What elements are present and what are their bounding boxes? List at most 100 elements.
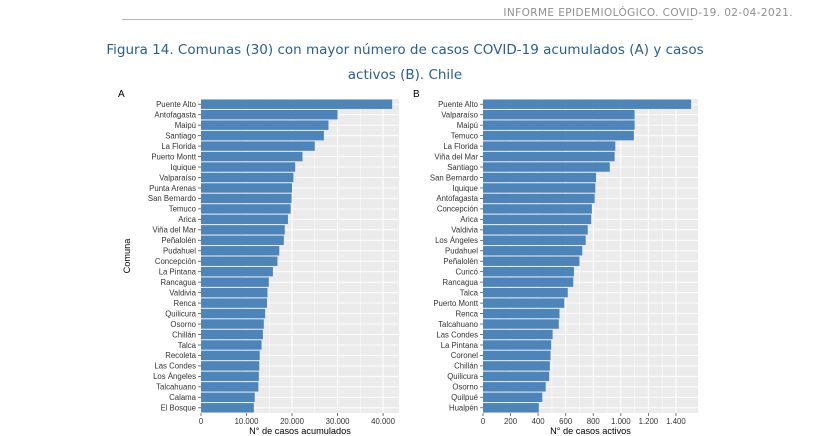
y-tick-label: Calama	[169, 393, 197, 402]
bar-peñalolén	[201, 235, 284, 246]
bar-temuco	[483, 130, 634, 141]
x-tick-label: 1.000	[611, 417, 631, 426]
bar-antofagasta	[483, 193, 595, 204]
y-tick-label: Iquique	[452, 184, 478, 193]
bar-valparaíso	[483, 109, 635, 120]
y-tick-label: Iquique	[170, 163, 196, 172]
x-tick-label: 1.400	[666, 417, 686, 426]
y-tick-label: Arica	[178, 215, 196, 224]
y-tick-label: Valparaíso	[159, 173, 196, 182]
x-tick-label: 200	[504, 417, 518, 426]
y-axis-title: Comuna	[122, 238, 132, 274]
y-tick-label: La Pintana	[441, 341, 479, 350]
y-tick-label: Pudahuel	[445, 247, 478, 256]
header-rule	[122, 19, 693, 20]
bar-hualpén	[483, 403, 539, 413]
figure-caption-line2: activos (B). Chile	[347, 67, 463, 83]
bar-valdivia	[483, 225, 588, 235]
y-tick-label: Talcahuano	[156, 383, 197, 392]
bar-valparaíso	[201, 172, 294, 183]
x-axis-title: N° de casos acumulados	[249, 426, 351, 436]
y-tick-label: San Bernardo	[430, 173, 479, 182]
x-tick-label: 30.000	[326, 417, 351, 426]
bar-recoleta	[201, 350, 260, 361]
bar-punta-arenas	[201, 183, 293, 193]
y-tick-label: Quilpué	[451, 393, 478, 402]
bar-iquique	[201, 162, 296, 172]
y-tick-label: Osorno	[170, 320, 196, 329]
y-tick-label: Renca	[455, 309, 478, 318]
bar-viña-del-mar	[201, 225, 285, 235]
bar-osorno	[483, 382, 546, 392]
bar-antofagasta	[201, 109, 338, 120]
bar-las-condes	[201, 361, 260, 371]
y-tick-label: Concepción	[437, 205, 478, 214]
panel-a: 0 10.000 20.000 30.000 40.000 Puente Alto Anto…	[118, 89, 399, 436]
bar-temuco	[201, 204, 291, 214]
x-tick-label: 0	[199, 417, 204, 426]
bar-pudahuel	[483, 246, 583, 256]
y-tick-label: El Bosque	[160, 404, 196, 413]
x-tick-label: 20.000	[280, 417, 305, 426]
y-tick-label: Talca	[178, 341, 197, 350]
y-tick-label: Pudahuel	[163, 247, 196, 256]
y-tick-label: Valdivia	[169, 288, 196, 297]
y-tick-label: Santiago	[447, 163, 478, 172]
y-tick-label: Antofagasta	[154, 111, 196, 120]
bar-puerto-montt	[483, 298, 565, 308]
x-tick-label: 800	[587, 417, 601, 426]
y-tick-label: Puerto Montt	[151, 152, 196, 161]
y-tick-label: Viña del Mar	[434, 152, 478, 161]
bar-chillán	[201, 329, 263, 340]
y-tick-label: Valdivia	[451, 226, 478, 235]
y-tick-label: Puerto Montt	[433, 299, 478, 308]
y-tick-label: Arica	[460, 215, 478, 224]
y-tick-label: Quilicura	[165, 309, 196, 318]
y-tick-label: Santiago	[165, 131, 196, 140]
y-tick-label: Punta Arenas	[149, 184, 196, 193]
y-tick-label: Temuco	[451, 131, 479, 140]
y-tick-label: Osorno	[452, 383, 478, 392]
y-tick-label: Chillán	[172, 330, 196, 339]
report-header: INFORME EPIDEMIOLÓGICO. COVID-19. 02-04-…	[503, 7, 793, 19]
bar-los-ángeles	[201, 371, 259, 382]
figure-caption-line1: Figura 14. Comunas (30) con mayor número…	[106, 42, 704, 58]
bar-rancagua	[201, 277, 269, 287]
bar-arica	[483, 214, 592, 225]
bar-la-florida	[201, 141, 315, 151]
y-tick-label: Concepción	[155, 257, 196, 266]
bar-concepción	[201, 256, 278, 266]
bar-quilpué	[483, 392, 543, 403]
panel-letter: A	[118, 89, 125, 100]
y-tick-label: Puente Alto	[156, 100, 197, 109]
y-tick-label: Las Condes	[154, 362, 196, 371]
panel-letter: B	[413, 89, 420, 100]
y-tick-label: Antofagasta	[436, 194, 478, 203]
bar-osorno	[201, 319, 264, 329]
x-tick-label: 10.000	[235, 417, 260, 426]
bar-el-bosque	[201, 403, 254, 413]
bar-talca	[483, 287, 568, 298]
bar-puente-alto	[483, 99, 692, 109]
bar-curicó	[483, 266, 574, 277]
bar-renca	[201, 298, 267, 308]
bar-talcahuano	[201, 382, 259, 392]
bar-concepción	[483, 204, 592, 214]
y-tick-label: Quilicura	[447, 372, 478, 381]
x-tick-label: 1.200	[639, 417, 659, 426]
y-tick-label: Valparaíso	[441, 111, 478, 120]
y-tick-label: Peñalolén	[443, 257, 478, 266]
bar-la-pintana	[483, 340, 552, 350]
panel-background	[201, 99, 399, 413]
bar-peñalolén	[483, 256, 580, 266]
bar-santiago	[483, 162, 610, 172]
bar-san-bernardo	[483, 172, 597, 183]
bar-maipú	[483, 120, 635, 130]
bar-quilicura	[201, 308, 266, 319]
y-tick-label: San Bernardo	[148, 194, 197, 203]
y-tick-label: Los Ángeles	[435, 236, 478, 245]
x-axis-title: N° de casos activos	[550, 426, 631, 436]
y-tick-label: Renca	[173, 299, 196, 308]
x-tick-label: 40.000	[371, 417, 396, 426]
bar-talcahuano	[483, 319, 559, 329]
